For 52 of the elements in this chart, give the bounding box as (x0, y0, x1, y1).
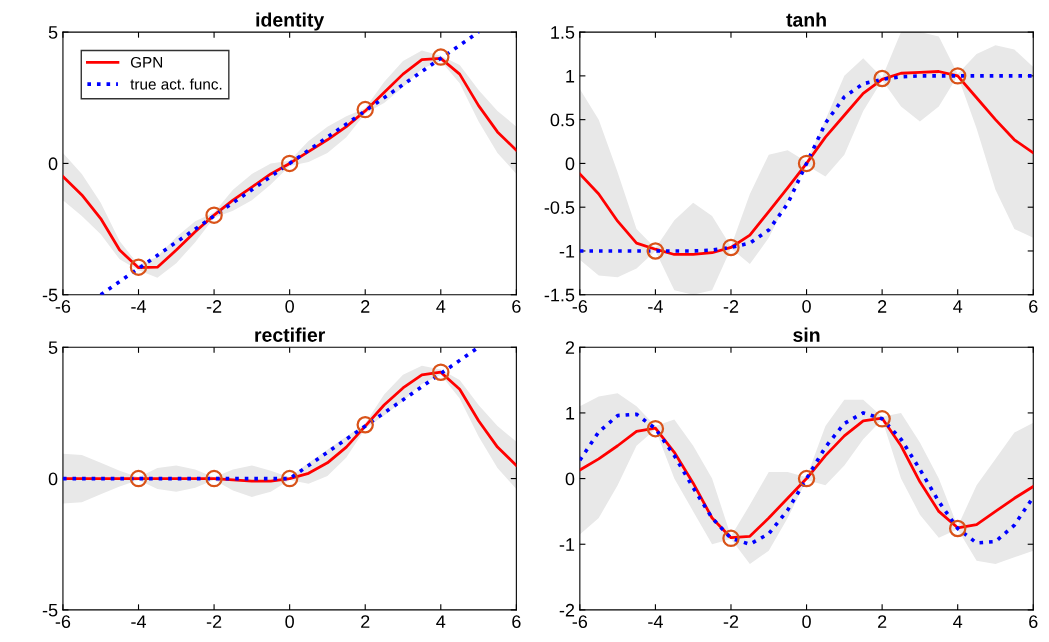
y-tick-label: 5 (48, 26, 58, 39)
x-tick-label: -2 (723, 300, 739, 313)
x-tick-label: -4 (131, 615, 147, 628)
y-tick-label: -5 (42, 604, 58, 617)
y-tick-label: 0 (565, 157, 575, 171)
x-tick-label: -4 (131, 300, 147, 313)
x-tick-label: 4 (953, 300, 963, 313)
legend-label: true act. func. (130, 78, 222, 90)
y-tick-label: -0.5 (544, 201, 575, 214)
y-tick-label: 2 (565, 341, 575, 354)
y-tick-label: 1.5 (551, 26, 575, 39)
x-tick-label: 0 (802, 300, 811, 313)
x-tick-label: 0 (802, 615, 811, 629)
x-tick-label: -6 (572, 615, 588, 629)
chart-title: rectifier (255, 327, 326, 342)
x-tick-label: -6 (572, 300, 588, 313)
legend-label: GPN (130, 56, 163, 68)
x-tick-label: -2 (206, 615, 222, 628)
x-tick-label: -2 (206, 300, 222, 313)
x-tick-label: 0 (285, 615, 294, 629)
y-tick-label: 0 (565, 472, 575, 486)
x-tick-label: 0 (285, 300, 294, 313)
x-tick-label: -4 (648, 300, 663, 313)
y-tick-label: 0.5 (550, 113, 575, 127)
y-tick-label: -2 (559, 603, 575, 617)
y-tick-label: 1 (566, 69, 575, 83)
y-tick-label: 0 (48, 157, 58, 171)
x-tick-label: -6 (55, 615, 71, 629)
chart-title: sin (793, 327, 820, 342)
x-tick-label: -4 (648, 615, 663, 628)
y-tick-label: 1 (566, 407, 575, 420)
x-tick-label: 6 (1029, 615, 1038, 629)
x-tick-label: 6 (512, 300, 521, 313)
y-tick-label: -5 (42, 288, 58, 302)
x-tick-label: 6 (1029, 300, 1038, 313)
y-tick-label: -1 (559, 245, 575, 258)
x-tick-label: 4 (436, 300, 446, 313)
chart-title: identity (256, 12, 325, 31)
x-tick-label: -2 (723, 615, 739, 628)
x-tick-label: 2 (361, 300, 370, 313)
y-tick-label: 0 (48, 472, 58, 486)
y-tick-label: -1.5 (544, 288, 575, 302)
y-tick-label: -1 (559, 538, 575, 551)
x-tick-label: 4 (953, 615, 963, 628)
x-tick-label: 6 (512, 615, 521, 629)
y-tick-label: 5 (48, 341, 58, 354)
x-tick-label: 4 (436, 615, 446, 628)
x-tick-label: 2 (361, 615, 370, 628)
x-tick-label: 2 (878, 615, 887, 628)
x-tick-label: -6 (55, 300, 71, 313)
chart-title: tanh (786, 12, 826, 27)
x-tick-label: 2 (878, 300, 887, 313)
